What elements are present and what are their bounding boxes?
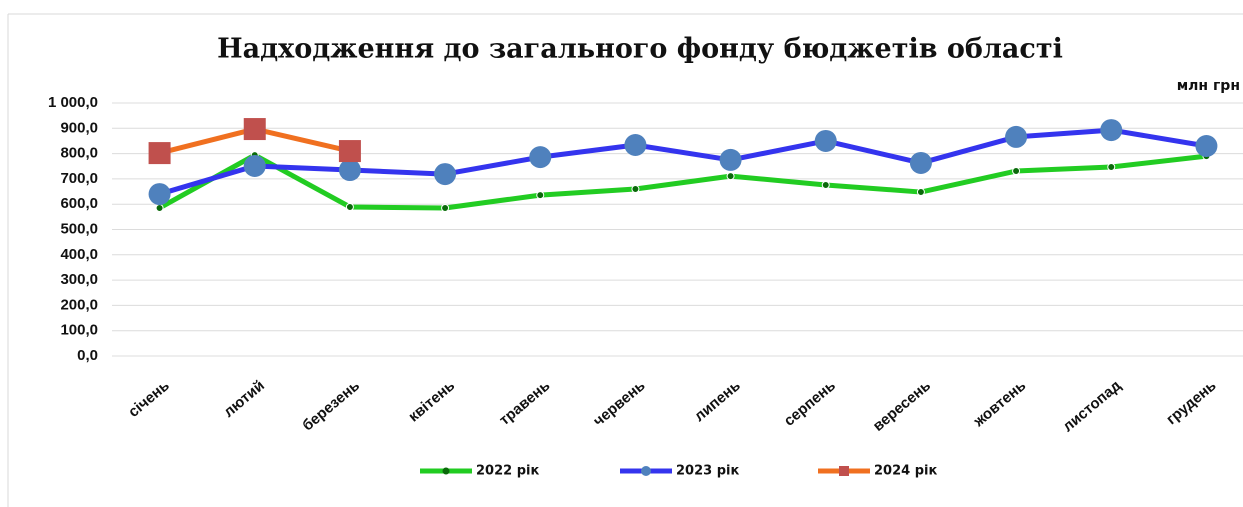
y-tick-label: 300,0 — [60, 271, 98, 288]
marker — [1005, 125, 1028, 148]
marker — [338, 140, 361, 163]
legend-label: 2023 рік — [676, 464, 739, 479]
y-tick-label: 200,0 — [60, 296, 98, 313]
marker — [916, 188, 925, 197]
x-tick-label: вересень — [870, 377, 934, 435]
y-tick-label: 800,0 — [60, 145, 98, 162]
marker — [909, 151, 932, 174]
marker — [243, 118, 266, 141]
y-tick-label: 0,0 — [77, 347, 98, 364]
y-tick-label: 400,0 — [60, 246, 98, 263]
marker — [719, 148, 742, 171]
y-tick-label: 600,0 — [60, 195, 98, 212]
x-tick-label: квітень — [405, 377, 458, 425]
legend-item: 2024 рік — [818, 464, 937, 479]
y-tick-label: 500,0 — [60, 220, 98, 237]
legend-label: 2024 рік — [874, 464, 937, 479]
marker — [148, 142, 171, 165]
marker — [726, 172, 735, 181]
marker — [631, 185, 640, 194]
x-tick-label: лютий — [220, 377, 268, 421]
marker — [536, 191, 545, 200]
x-tick-label: серпень — [781, 377, 839, 430]
series — [155, 151, 1211, 212]
marker — [1107, 163, 1116, 172]
series-line — [158, 127, 1207, 197]
legend-marker — [839, 466, 849, 476]
y-tick-label: 100,0 — [60, 322, 98, 339]
series — [148, 119, 1218, 206]
marker — [345, 202, 354, 211]
marker — [243, 154, 266, 177]
marker — [155, 203, 164, 212]
marker — [1195, 135, 1218, 158]
x-tick-label: січень — [125, 377, 173, 421]
marker — [814, 129, 837, 152]
marker — [338, 159, 361, 182]
x-tick-label: жовтень — [970, 377, 1030, 431]
y-tick-label: 1 000,0 — [48, 94, 98, 111]
legend-marker — [641, 466, 651, 476]
x-tick-label: травень — [496, 377, 553, 429]
legend-item: 2023 рік — [620, 464, 739, 479]
y-tick-label: 900,0 — [60, 119, 98, 136]
marker — [1012, 167, 1021, 176]
marker — [1100, 119, 1123, 142]
x-tick-label: грудень — [1163, 377, 1219, 428]
marker — [148, 183, 171, 206]
x-tick-label: березень — [299, 377, 363, 434]
unit-label: млн грн — [1177, 78, 1240, 94]
chart-title: Надходження до загального фонду бюджетів… — [217, 34, 1063, 65]
x-tick-label: червень — [590, 377, 648, 430]
y-tick-label: 700,0 — [60, 170, 98, 187]
marker — [434, 163, 457, 186]
marker — [821, 180, 830, 189]
marker — [441, 203, 450, 212]
marker — [624, 133, 647, 156]
legend-label: 2022 рік — [476, 464, 539, 479]
series-line — [158, 152, 1207, 211]
marker — [529, 146, 552, 169]
legend-item: 2022 рік — [420, 464, 539, 479]
series — [148, 118, 361, 165]
legend-marker — [442, 467, 450, 475]
x-tick-label: липень — [691, 377, 744, 425]
x-tick-label: листопад — [1060, 377, 1125, 436]
